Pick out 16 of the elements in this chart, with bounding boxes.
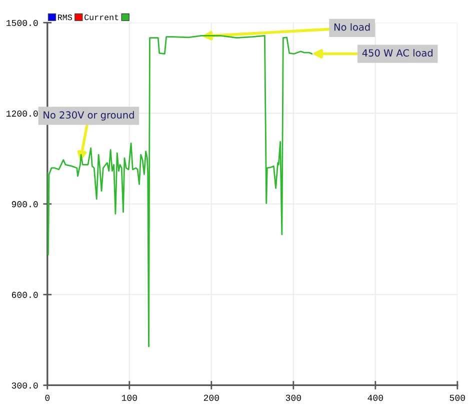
x-tick-label: 500 [450, 394, 465, 401]
legend-label: RMS [58, 14, 72, 20]
y-tick-label: 1500.0 [6, 20, 38, 26]
y-tick-label: 300.0 [12, 382, 38, 389]
x-tick-label: 100 [122, 394, 137, 401]
y-tick-label: 1200.0 [6, 110, 38, 117]
y-tick-label: 900.0 [12, 201, 38, 208]
y-tick-label: 600.0 [12, 292, 38, 298]
x-tick-label: 200 [204, 394, 219, 401]
x-tick-label: 300 [286, 394, 301, 401]
x-tick-label: 400 [368, 394, 383, 401]
annotation: No 230V or ground [44, 111, 134, 121]
legend-label: Current [84, 14, 118, 20]
x-tick-label: 0 [45, 394, 50, 401]
annotation: 450 W AC load [362, 49, 432, 57]
annotation: No load [334, 23, 370, 31]
